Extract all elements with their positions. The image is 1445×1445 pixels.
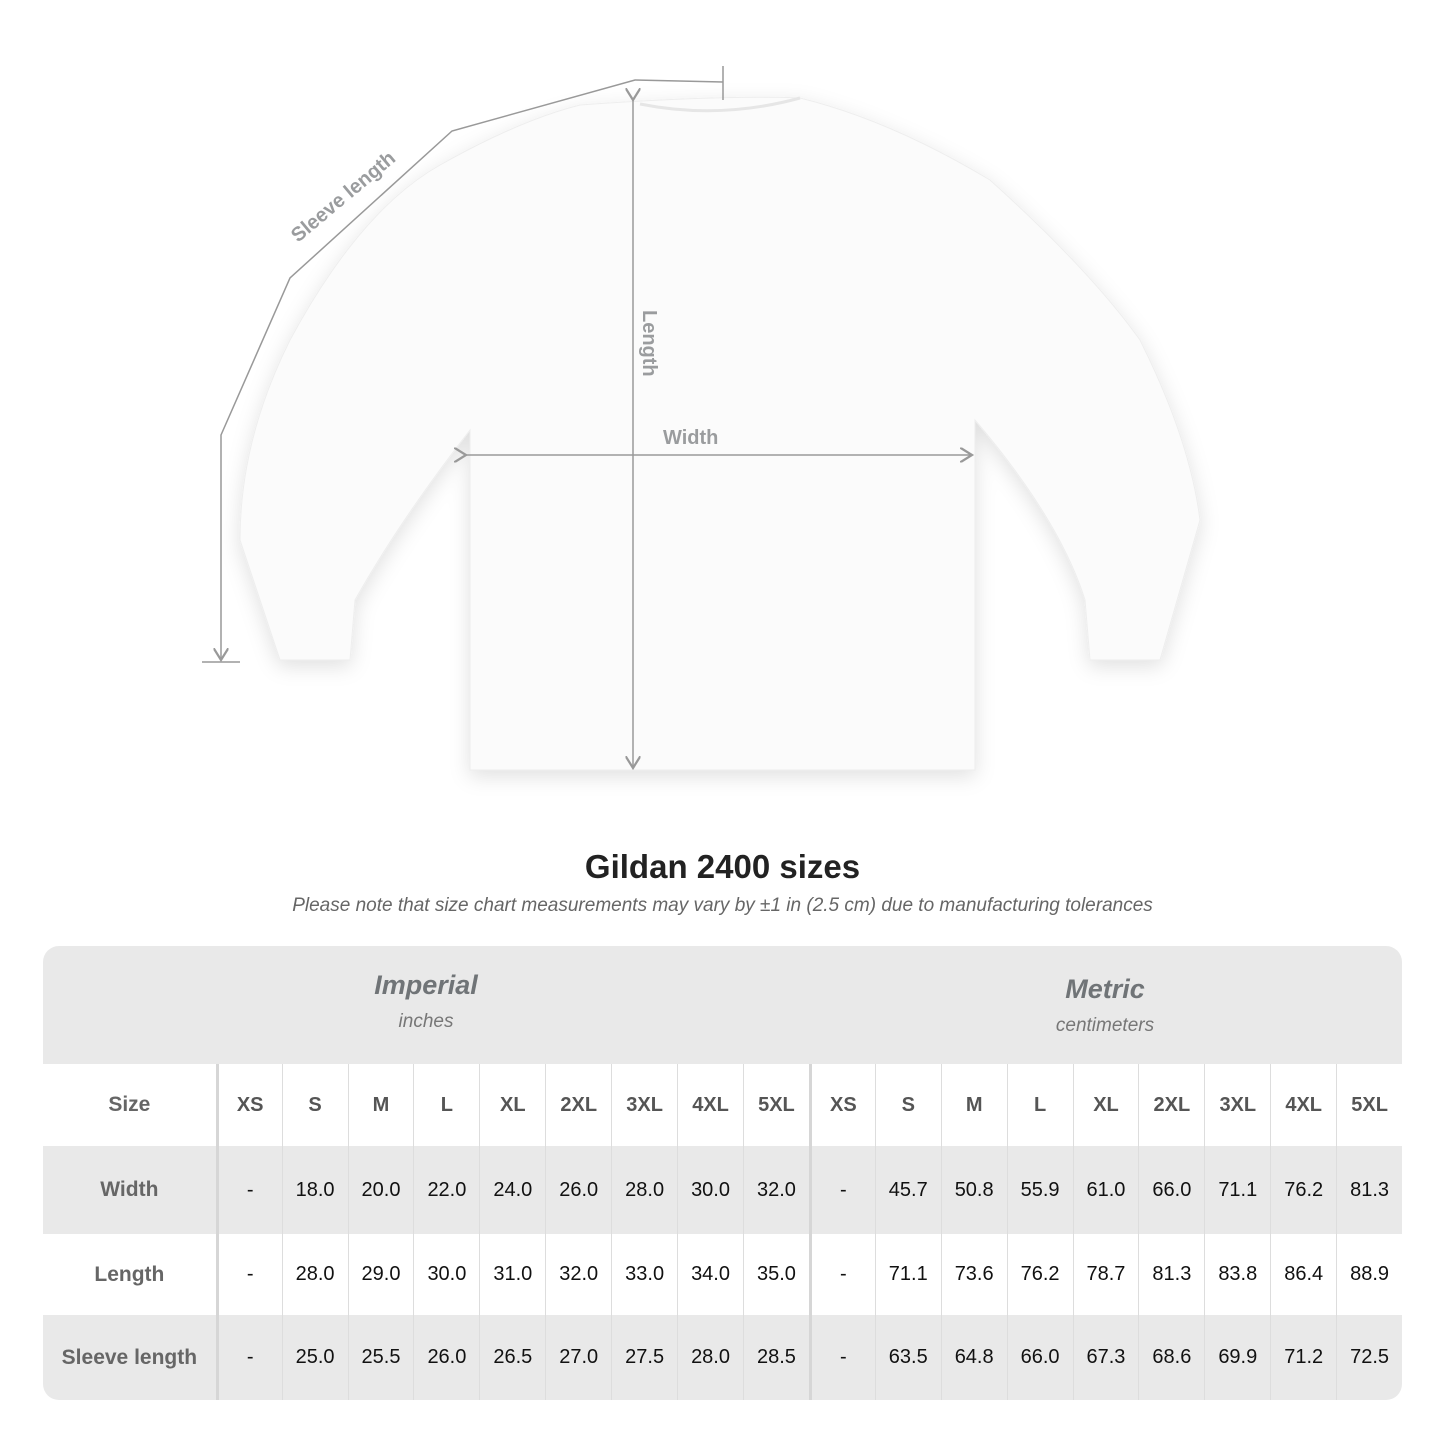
- size-column-header: 2XL: [545, 1064, 611, 1146]
- table-cell: 64.8: [940, 1315, 1007, 1400]
- size-column-header: M: [347, 1064, 414, 1146]
- table-cell: 76.2: [1006, 1234, 1073, 1315]
- imperial-title: Imperial: [374, 970, 478, 1000]
- size-column-header: S: [281, 1064, 348, 1146]
- table-cell: 24.0: [479, 1146, 545, 1234]
- table-cell: -: [808, 1315, 875, 1400]
- imperial-header: Imperial inches: [216, 970, 636, 1033]
- table-cell: -: [215, 1234, 282, 1315]
- table-cell: 33.0: [611, 1234, 677, 1315]
- table-cell: 73.6: [940, 1234, 1007, 1315]
- table-cell: 30.0: [413, 1234, 479, 1315]
- size-column-header: 2XL: [1138, 1064, 1204, 1146]
- row-label: Size: [108, 1093, 151, 1116]
- table-cell: 32.0: [742, 1146, 809, 1234]
- table-cell: 35.0: [742, 1234, 809, 1315]
- width-label: Width: [663, 427, 718, 449]
- table-header-band: [43, 946, 1402, 1064]
- table-cell: 71.1: [1204, 1146, 1270, 1234]
- table-cell: -: [808, 1146, 875, 1234]
- table-cell: 76.2: [1270, 1146, 1336, 1234]
- table-cell: 45.7: [874, 1146, 941, 1234]
- size-column-header: 3XL: [611, 1064, 677, 1146]
- row-label: Width: [100, 1178, 159, 1201]
- table-cell: 27.0: [545, 1315, 611, 1400]
- table-cell: 20.0: [347, 1146, 414, 1234]
- size-column-header: 5XL: [742, 1064, 809, 1146]
- table-cell: 50.8: [940, 1146, 1007, 1234]
- size-column-header: S: [874, 1064, 941, 1146]
- table-cell: 67.3: [1072, 1315, 1139, 1400]
- row-label: Length: [94, 1262, 165, 1286]
- size-header-row: Size XS S M L XL 2XL 3XL 4XL 5XL XS S M L XL 2XL 3XL 4XL 5…: [43, 1064, 1402, 1146]
- table-cell: 66.0: [1006, 1315, 1073, 1400]
- table-cell: 83.8: [1204, 1234, 1270, 1315]
- table-cell: 81.3: [1336, 1146, 1402, 1234]
- table-cell: 71.2: [1270, 1315, 1336, 1400]
- row-label: Sleeve length: [61, 1345, 198, 1369]
- size-column-header: L: [413, 1064, 479, 1146]
- table-cell: 68.6: [1138, 1315, 1204, 1400]
- table-cell: 61.0: [1072, 1146, 1139, 1234]
- table-cell: 78.7: [1072, 1234, 1139, 1315]
- table-cell: 26.5: [479, 1315, 545, 1400]
- length-label: Length: [638, 310, 660, 377]
- table-row: Width -18.0 20.0 22.0 24.0 26.0 28.0 30.0 32.0-4…: [43, 1146, 1402, 1234]
- table-cell: -: [215, 1146, 282, 1234]
- table-cell: 26.0: [413, 1315, 479, 1400]
- table-cell: 25.5: [347, 1315, 414, 1400]
- table-cell: 29.0: [347, 1234, 414, 1315]
- table-cell: 88.9: [1336, 1234, 1402, 1315]
- table-cell: 18.0: [281, 1146, 348, 1234]
- table-cell: 31.0: [479, 1234, 545, 1315]
- metric-header: Metric centimeters: [808, 974, 1402, 1037]
- size-column-header: XL: [1072, 1064, 1139, 1146]
- table-cell: 28.0: [611, 1146, 677, 1234]
- size-column-header: 4XL: [677, 1064, 743, 1146]
- imperial-unit: inches: [398, 1011, 454, 1032]
- table-cell: 34.0: [677, 1234, 743, 1315]
- table-cell: 71.1: [874, 1234, 941, 1315]
- page-title: Gildan 2400 sizes: [584, 848, 861, 885]
- size-column-header: L: [1006, 1064, 1073, 1146]
- size-column-header: XS: [808, 1064, 875, 1146]
- sleeve-measure-line: [202, 66, 724, 663]
- shirt-diagram: Sleeve length Length Width: [202, 66, 1201, 771]
- table-cell: 28.0: [281, 1234, 348, 1315]
- table-cell: -: [215, 1315, 282, 1400]
- table-cell: -: [808, 1234, 875, 1315]
- table-cell: 30.0: [677, 1146, 743, 1234]
- table-cell: 27.5: [611, 1315, 677, 1400]
- table-cell: 32.0: [545, 1234, 611, 1315]
- table-cell: 72.5: [1336, 1315, 1402, 1400]
- metric-unit: centimeters: [1055, 1015, 1155, 1036]
- table-cell: 69.9: [1204, 1315, 1270, 1400]
- table-row: Sleeve length -25.0 25.5 26.0 26.5 27.0 27.5 28…: [43, 1315, 1402, 1400]
- table-cell: 25.0: [281, 1315, 348, 1400]
- tolerance-note: Please note that size chart measurements…: [292, 895, 1153, 916]
- table-cell: 22.0: [413, 1146, 479, 1234]
- size-column-header: M: [940, 1064, 1007, 1146]
- table-cell: 63.5: [874, 1315, 941, 1400]
- size-column-header: 5XL: [1336, 1064, 1402, 1146]
- size-column-header: XL: [479, 1064, 545, 1146]
- table-cell: 26.0: [545, 1146, 611, 1234]
- table-cell: 55.9: [1006, 1146, 1073, 1234]
- table-cell: 86.4: [1270, 1234, 1336, 1315]
- table-cell: 81.3: [1138, 1234, 1204, 1315]
- metric-title: Metric: [1065, 974, 1145, 1004]
- size-column-header: 3XL: [1204, 1064, 1270, 1146]
- table-cell: 66.0: [1138, 1146, 1204, 1234]
- size-table: Imperial inches Metric centimeters Size X…: [43, 946, 1402, 1400]
- table-row: Length -28.0 29.0 30.0 31.0 32.0 33.0 34.0 35.0-…: [43, 1234, 1402, 1315]
- table-cell: 28.5: [742, 1315, 809, 1400]
- size-column-header: XS: [215, 1064, 282, 1146]
- long-sleeve-shirt: [239, 96, 1201, 771]
- size-column-header: 4XL: [1270, 1064, 1336, 1146]
- table-cell: 28.0: [677, 1315, 743, 1400]
